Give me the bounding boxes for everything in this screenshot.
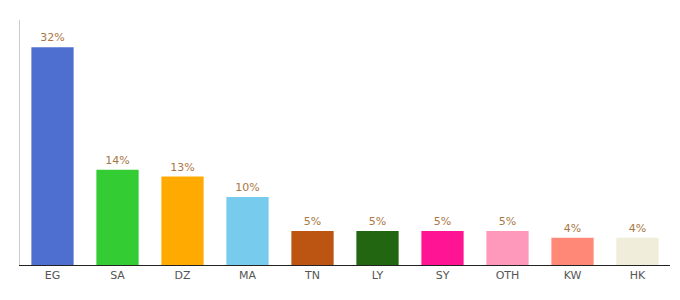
svg-text:32%: 32% (40, 31, 64, 44)
svg-text:5%: 5% (369, 215, 386, 228)
svg-text:DZ: DZ (174, 269, 190, 282)
svg-text:SA: SA (110, 269, 125, 282)
svg-text:OTH: OTH (496, 269, 520, 282)
svg-text:4%: 4% (629, 222, 646, 235)
svg-text:SY: SY (436, 269, 450, 282)
svg-text:TN: TN (304, 269, 320, 282)
svg-text:5%: 5% (499, 215, 516, 228)
svg-text:13%: 13% (170, 161, 194, 174)
svg-text:KW: KW (564, 269, 582, 282)
svg-text:MA: MA (239, 269, 256, 282)
svg-text:LY: LY (372, 269, 384, 282)
svg-text:4%: 4% (564, 222, 581, 235)
svg-text:EG: EG (45, 269, 60, 282)
svg-text:14%: 14% (105, 154, 129, 167)
svg-text:10%: 10% (235, 181, 259, 194)
svg-text:5%: 5% (434, 215, 451, 228)
svg-text:5%: 5% (304, 215, 321, 228)
svg-text:HK: HK (630, 269, 646, 282)
